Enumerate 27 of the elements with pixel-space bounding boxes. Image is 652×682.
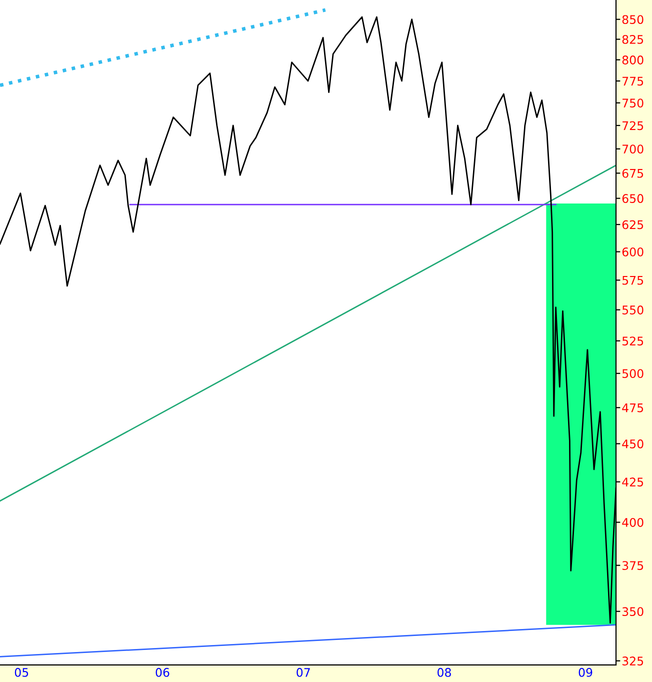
y-tick-label: 425: [622, 478, 644, 486]
y-tick-label: 800: [622, 56, 644, 64]
y-tick-label: 650: [622, 194, 644, 203]
x-tick-label: 05: [14, 668, 28, 677]
y-tick-label: 850: [622, 15, 644, 24]
y-tick-label: 675: [622, 168, 644, 178]
y-tick-label: 600: [622, 247, 644, 256]
y-tick-label: 325: [622, 656, 644, 666]
x-tick-label: 09: [578, 668, 592, 677]
y-tick-label: 700: [622, 144, 644, 154]
y-tick-label: 525: [622, 336, 644, 346]
y-tick-label: 550: [622, 306, 644, 314]
y-tick-label: 475: [622, 404, 644, 412]
y-tick-label: 375: [622, 561, 644, 570]
x-tick-label: 07: [296, 668, 310, 677]
y-tick-label: 400: [622, 518, 644, 527]
y-tick-label: 725: [622, 121, 644, 130]
y-tick-label: 825: [622, 34, 644, 44]
x-tick-label: 08: [438, 668, 451, 677]
y-tick-label: 350: [622, 607, 644, 616]
y-tick-label: 625: [622, 220, 644, 230]
y-tick-label: 575: [622, 276, 644, 285]
x-tick-label: 06: [156, 668, 170, 677]
y-tick-label: 775: [622, 76, 644, 86]
y-tick-label: 750: [622, 98, 644, 108]
y-tick-label: 500: [622, 369, 644, 378]
y-tick-label: 450: [622, 439, 644, 448]
